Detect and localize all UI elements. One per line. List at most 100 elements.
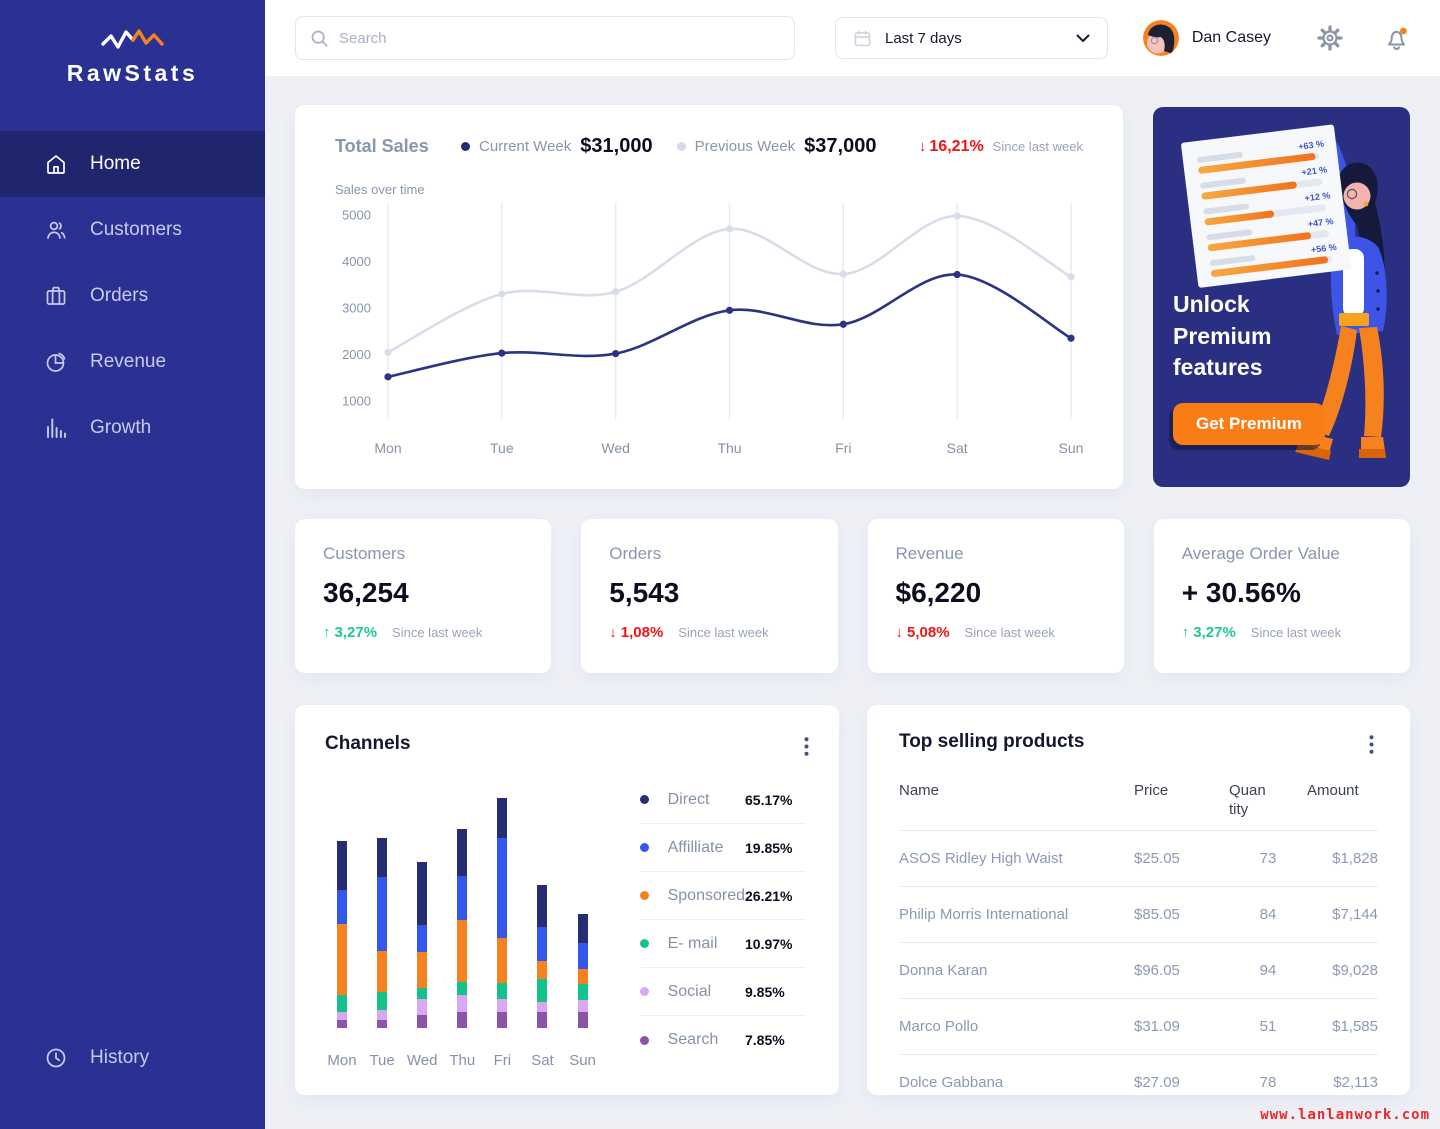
- product-quantity: 78: [1259, 1073, 1277, 1091]
- stacked-bar-sun: [577, 913, 588, 1028]
- product-price: $96.05: [1134, 942, 1229, 999]
- avatar[interactable]: [1142, 20, 1179, 56]
- product-price: $25.05: [1134, 830, 1229, 887]
- search-icon: [311, 30, 328, 47]
- sidebar-item-revenue[interactable]: Revenue: [0, 329, 265, 395]
- arrow-down-icon: ↓: [609, 624, 617, 641]
- main-area: Last 7 days Dan Casey: [265, 0, 1440, 1129]
- sales-line-chart: Mon Tue Wed Thu Fri Sat Sun 5000 4000 3000 2000 100…: [342, 203, 1083, 456]
- svg-text:5000: 5000: [342, 208, 371, 223]
- bar-segment: [577, 942, 588, 969]
- bar-segment: [337, 994, 347, 1013]
- get-premium-button[interactable]: Get Premium: [1173, 403, 1325, 445]
- premium-badge: +56 %: [1310, 242, 1337, 255]
- channel-legend-direct: Direct 65.17%: [639, 776, 805, 824]
- watermark: www.lanlanwork.com: [1260, 1107, 1430, 1123]
- svg-text:Thu: Thu: [717, 440, 741, 456]
- bar-segment: [417, 861, 428, 926]
- channels-menu-button[interactable]: [800, 733, 813, 760]
- bar-segment: [537, 884, 548, 928]
- bar-segment: [537, 1012, 548, 1028]
- product-name: Dolce Gabbana: [899, 1073, 1004, 1091]
- channels-bars: [337, 796, 588, 1028]
- bar-segment: [417, 987, 428, 999]
- product-amount: $9,028: [1307, 942, 1378, 999]
- bar-segment: [377, 991, 388, 1011]
- bar-category-label: Thu: [449, 1052, 476, 1069]
- sidebar-item-label: Customers: [90, 219, 182, 240]
- premium-card: +63 % +21 % +12 % +47 %: [1153, 107, 1410, 487]
- channel-legend-affilliate: Affilliate 19.85%: [639, 824, 805, 872]
- current-week-dot-icon: [461, 142, 470, 151]
- bar-segment: [457, 994, 468, 1013]
- bar-segment: [577, 913, 588, 943]
- arrow-up-icon: ↑: [1181, 624, 1190, 641]
- channels-bar-labels: Mon Tue Wed Thu Fri Sat Sun: [327, 1052, 596, 1069]
- stat-delta: ↑ 3,27% Since last week: [1181, 624, 1342, 641]
- product-quantity: 73: [1229, 830, 1307, 887]
- bar-category-label: Sat: [531, 1052, 554, 1069]
- premium-badge: +47 %: [1307, 216, 1334, 229]
- stacked-bar-mon: [337, 840, 347, 1028]
- previous-week-value: $37,000: [804, 135, 877, 157]
- settings-button[interactable]: [1317, 25, 1343, 51]
- sidebar-item-history[interactable]: History: [0, 1025, 265, 1091]
- stat-delta: ↓ 1,08% Since last week: [609, 624, 769, 641]
- product-quantity: 94: [1229, 942, 1307, 999]
- bar-segment: [337, 1019, 347, 1028]
- user-name[interactable]: Dan Casey: [1191, 29, 1271, 46]
- stat-title: Average Order Value: [1181, 544, 1340, 563]
- bar-segment: [497, 937, 508, 984]
- channels-bar-chart: Mon Tue Wed Thu Fri Sat Sun: [327, 796, 596, 1069]
- products-menu-button[interactable]: [1365, 731, 1378, 758]
- date-range-select[interactable]: Last 7 days: [835, 17, 1108, 59]
- sidebar-item-growth[interactable]: Growth: [0, 395, 265, 461]
- bar-category-label: Wed: [406, 1052, 438, 1069]
- legend-dot-icon: [639, 939, 649, 948]
- channels-title: Channels: [325, 733, 411, 754]
- bar-segment: [497, 798, 508, 838]
- history-icon: [44, 1046, 68, 1070]
- previous-week-dot-icon: [676, 142, 686, 151]
- legend-dot-icon: [639, 843, 649, 852]
- stat-card-customers: Customers 36,254 ↑ 3,27% Since last week: [295, 519, 552, 673]
- stat-card-average-order-value: Average Order Value + 30.56% ↑ 3,27% Since l…: [1153, 519, 1410, 673]
- search-box[interactable]: [295, 16, 795, 60]
- table-row: ASOS Ridley High Waist $25.05 73 $1,828: [899, 830, 1378, 887]
- stat-title: Customers: [323, 544, 406, 563]
- bar-segment: [337, 1012, 347, 1020]
- bar-segment: [417, 1014, 428, 1028]
- sidebar-item-customers[interactable]: Customers: [0, 197, 265, 263]
- svg-text:4000: 4000: [342, 254, 371, 269]
- bar-segment: [537, 961, 548, 980]
- bar-category-label: Mon: [327, 1052, 357, 1069]
- legend-dot-icon: [639, 987, 649, 996]
- stacked-bar-tue: [377, 837, 388, 1028]
- table-row: Marco Pollo $31.09 51 $1,585: [899, 998, 1378, 1055]
- bar-segment: [377, 877, 388, 952]
- column-header-name: Name: [899, 774, 1134, 831]
- arrow-down-icon: ↓: [895, 624, 904, 641]
- stat-delta: ↑ 3,27% Since last week: [323, 624, 483, 641]
- bar-segment: [417, 998, 428, 1015]
- bar-segment: [457, 1012, 468, 1028]
- sidebar-item-orders[interactable]: Orders: [0, 263, 265, 329]
- bar-segment: [497, 1012, 508, 1028]
- sidebar: RawStats Home Customers Orders Revenue Growt…: [0, 0, 265, 1129]
- bar-segment: [497, 983, 508, 999]
- bar-segment: [457, 982, 468, 995]
- sidebar-item-home[interactable]: Home: [0, 131, 265, 197]
- sidebar-item-label: Growth: [90, 417, 152, 438]
- stacked-bar-thu: [457, 829, 468, 1028]
- stacked-bar-wed: [417, 861, 428, 1028]
- notifications-button[interactable]: [1383, 25, 1410, 52]
- products-table-header: Name Price Quantity Amount: [899, 774, 1378, 831]
- product-name: Marco Pollo: [899, 998, 1134, 1055]
- sidebar-nav: Home Customers Orders Revenue Growth: [0, 131, 265, 461]
- channels-legend: Direct 65.17% Affilliate 19.85% Sponsored 26.…: [639, 776, 805, 1069]
- search-input[interactable]: [339, 29, 780, 47]
- sidebar-item-label: Home: [90, 153, 141, 174]
- growth-icon: [44, 416, 68, 440]
- bar-segment: [457, 876, 468, 920]
- bar-segment: [577, 999, 588, 1013]
